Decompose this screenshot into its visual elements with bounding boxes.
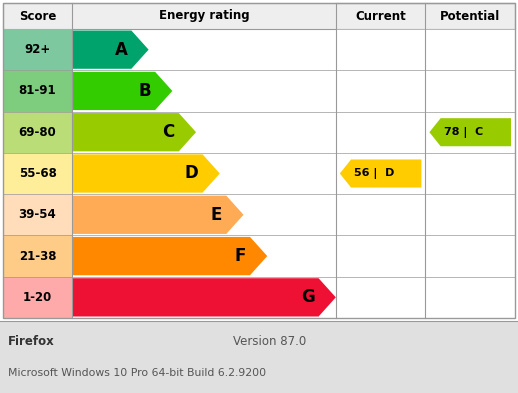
Text: 1-20: 1-20: [23, 291, 52, 304]
Text: Potential: Potential: [440, 9, 500, 22]
Polygon shape: [340, 160, 422, 187]
Bar: [3, 277, 72, 318]
Text: Current: Current: [355, 9, 406, 22]
Polygon shape: [72, 154, 220, 193]
Text: 21-38: 21-38: [19, 250, 56, 263]
Text: 92+: 92+: [24, 43, 51, 56]
Bar: [336, 29, 515, 70]
Text: Microsoft Windows 10 Pro 64-bit Build 6.2.9200: Microsoft Windows 10 Pro 64-bit Build 6.…: [8, 368, 266, 378]
Text: 55-68: 55-68: [19, 167, 56, 180]
Bar: [0, 321, 518, 393]
Polygon shape: [72, 72, 172, 110]
Text: 69-80: 69-80: [19, 126, 56, 139]
Bar: [3, 235, 72, 277]
Bar: [336, 194, 515, 235]
Text: 78 |  C: 78 | C: [443, 127, 483, 138]
Bar: [3, 3, 515, 29]
Bar: [336, 235, 515, 277]
Polygon shape: [429, 118, 511, 146]
Bar: [3, 112, 72, 153]
Text: E: E: [211, 206, 222, 224]
Bar: [336, 153, 515, 194]
Bar: [3, 29, 72, 70]
Text: D: D: [185, 165, 198, 182]
Bar: [336, 70, 515, 112]
Bar: [336, 112, 515, 153]
Bar: [3, 194, 72, 235]
Bar: [3, 3, 515, 318]
Polygon shape: [72, 278, 336, 316]
Text: A: A: [114, 40, 127, 59]
Text: Score: Score: [19, 9, 56, 22]
Bar: [336, 277, 515, 318]
Text: 56 |  D: 56 | D: [354, 168, 394, 179]
Text: 81-91: 81-91: [19, 84, 56, 97]
Polygon shape: [72, 113, 196, 151]
Bar: [3, 70, 72, 112]
Text: 39-54: 39-54: [19, 208, 56, 221]
Polygon shape: [72, 237, 267, 275]
Text: Version 87.0: Version 87.0: [233, 335, 306, 348]
Bar: [3, 153, 72, 194]
Text: G: G: [301, 288, 314, 307]
Text: Energy rating: Energy rating: [159, 9, 249, 22]
Text: B: B: [138, 82, 151, 100]
Polygon shape: [72, 196, 243, 234]
Text: F: F: [235, 247, 246, 265]
Text: Firefox: Firefox: [8, 335, 55, 348]
Text: C: C: [163, 123, 175, 141]
Polygon shape: [72, 31, 149, 69]
